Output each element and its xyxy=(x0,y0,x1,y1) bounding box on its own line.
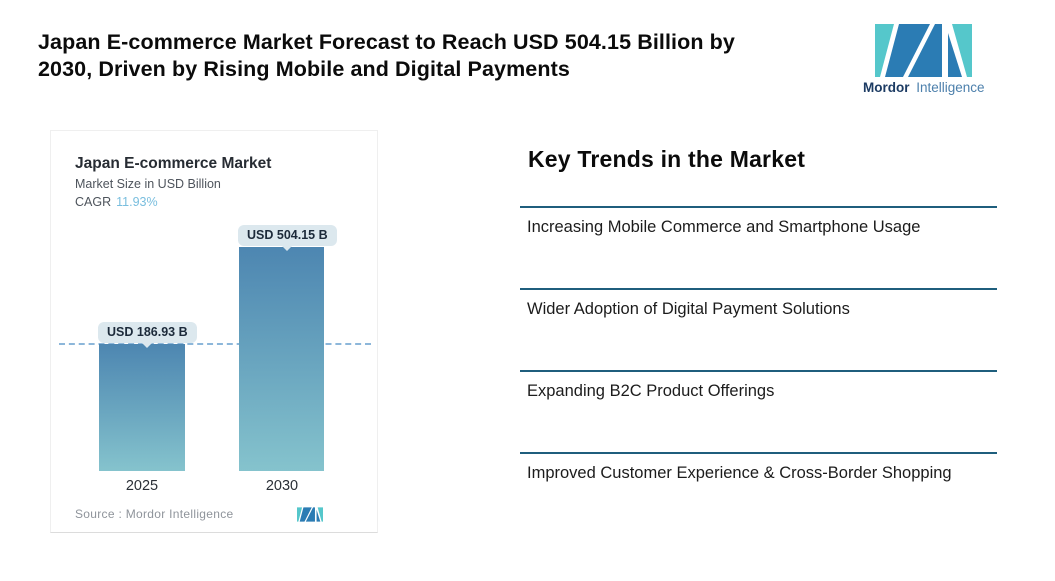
x-tick-2025: 2025 xyxy=(125,478,159,494)
trend-item-1: Increasing Mobile Commerce and Smartphon… xyxy=(520,206,997,286)
reference-dashed-line xyxy=(59,343,371,345)
page-title: Japan E-commerce Market Forecast to Reac… xyxy=(38,29,858,83)
value-label-2025-text: USD 186.93 B xyxy=(107,325,188,339)
brand-wordmark: Mordor Intelligence xyxy=(863,80,985,95)
value-label-2030-text: USD 504.15 B xyxy=(247,228,328,242)
trend-item-4: Improved Customer Experience & Cross-Bor… xyxy=(520,452,997,532)
mordor-intelligence-mini-logo-icon xyxy=(297,507,323,527)
value-label-2030: USD 504.15 B xyxy=(238,225,337,251)
value-label-2030-pointer xyxy=(282,246,293,251)
brand-wordmark-bold: Mordor xyxy=(863,80,910,95)
mordor-intelligence-logo-icon xyxy=(875,24,972,82)
value-label-2025-pointer xyxy=(142,343,153,348)
brand-wordmark-light: Intelligence xyxy=(916,80,985,95)
value-label-2025: USD 186.93 B xyxy=(98,322,197,348)
chart-subtitle: Market Size in USD Billion xyxy=(75,177,221,191)
market-chart-card: Japan E-commerce Market Market Size in U… xyxy=(50,130,378,533)
bar-2030 xyxy=(239,247,324,471)
bar-2025 xyxy=(99,344,185,471)
chart-cagr: CAGR 11.93% xyxy=(75,195,158,209)
page-title-line-1: Japan E-commerce Market Forecast to Reac… xyxy=(38,30,735,54)
trend-item-2: Wider Adoption of Digital Payment Soluti… xyxy=(520,288,997,368)
cagr-label: CAGR xyxy=(75,195,112,209)
trend-item-3: Expanding B2C Product Offerings xyxy=(520,370,997,450)
chart-title: Japan E-commerce Market xyxy=(75,155,272,172)
brand-logo: Mordor Intelligence xyxy=(863,22,985,98)
cagr-value: 11.93% xyxy=(116,195,158,209)
source-attribution: Source : Mordor Intelligence xyxy=(75,507,234,521)
page-title-line-2: 2030, Driven by Rising Mobile and Digita… xyxy=(38,57,570,81)
key-trends-heading: Key Trends in the Market xyxy=(528,146,806,172)
x-tick-2030: 2030 xyxy=(265,478,299,494)
